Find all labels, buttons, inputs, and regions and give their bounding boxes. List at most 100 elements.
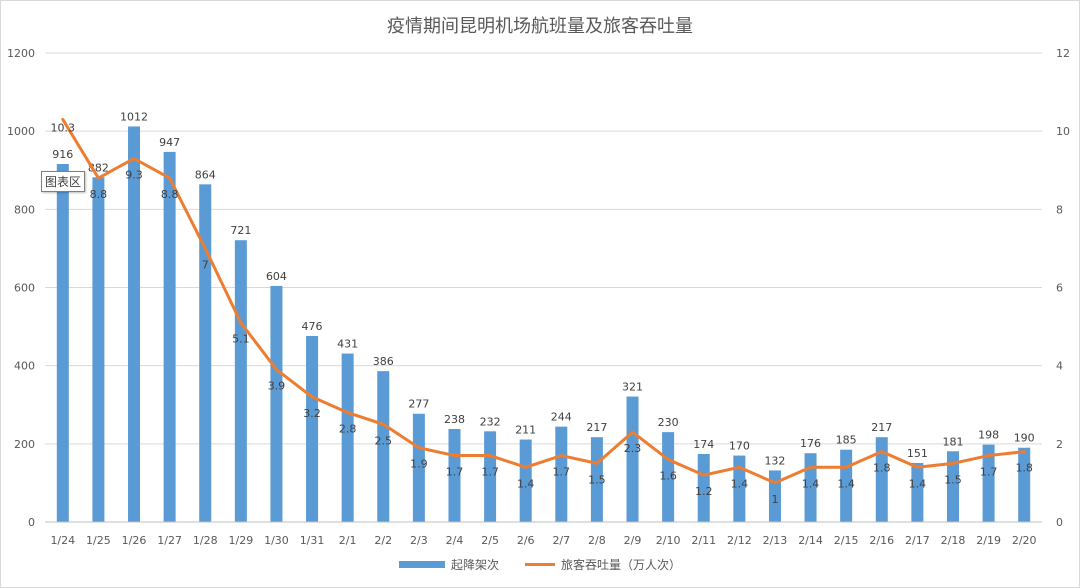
x-tick-label: 2/3: [410, 534, 428, 547]
x-tick-label: 2/1: [339, 534, 357, 547]
line-data-label: 2.5: [375, 434, 393, 447]
bar: [519, 439, 532, 522]
x-tick-label: 2/2: [374, 534, 392, 547]
bar: [484, 431, 497, 522]
bar-data-label: 916: [52, 148, 73, 161]
bar-data-label: 151: [907, 447, 928, 460]
x-tick-label: 1/31: [300, 534, 325, 547]
x-tick-label: 2/9: [624, 534, 642, 547]
y-right-tick-label: 2: [1056, 438, 1063, 451]
x-tick-label: 2/4: [446, 534, 464, 547]
y-left-tick-label: 1000: [7, 125, 35, 138]
bar-data-label: 232: [480, 415, 501, 428]
line-data-label: 8.8: [90, 188, 108, 201]
x-tick-label: 2/14: [798, 534, 823, 547]
bar-data-label: 217: [871, 421, 892, 434]
legend-label-bars: 起降架次: [450, 558, 499, 572]
bar-data-label: 230: [658, 416, 679, 429]
legend-item-line[interactable]: 旅客吞吐量（万人次）: [525, 556, 681, 573]
y-right-tick-label: 12: [1056, 47, 1070, 60]
bar: [875, 437, 888, 522]
x-tick-label: 1/24: [50, 534, 75, 547]
line-data-label: 1.4: [909, 477, 927, 490]
legend-swatch-bar: [398, 561, 445, 568]
x-tick-label: 2/18: [941, 534, 966, 547]
x-tick-label: 1/25: [86, 534, 111, 547]
bar: [412, 413, 425, 522]
bar-data-label: 604: [266, 270, 287, 283]
line-data-label: 1.5: [944, 473, 962, 486]
bar: [199, 184, 212, 522]
bar: [626, 396, 639, 522]
line-data-label: 1.7: [980, 466, 998, 479]
bar: [982, 444, 995, 522]
bar-data-label: 198: [978, 429, 999, 442]
bar-data-label: 244: [551, 411, 572, 424]
line-data-label: 3.2: [303, 407, 321, 420]
bar: [56, 163, 69, 522]
bar-data-label: 386: [373, 355, 394, 368]
bar-data-label: 1012: [120, 110, 148, 123]
line-data-label: 1.7: [553, 466, 571, 479]
line-data-label: 10.3: [51, 121, 76, 134]
x-tick-label: 1/28: [193, 534, 218, 547]
y-left-tick-label: 0: [28, 516, 35, 529]
y-right-tick-label: 8: [1056, 203, 1063, 216]
bar: [306, 335, 319, 522]
y-left-tick-label: 400: [14, 360, 35, 373]
x-tick-label: 2/11: [691, 534, 716, 547]
bar-data-label: 132: [764, 454, 785, 467]
bar-data-label: 190: [1014, 432, 1035, 445]
line-data-label: 1.6: [659, 469, 677, 482]
bar: [911, 462, 924, 522]
line-data-label: 1.8: [873, 462, 891, 475]
x-tick-label: 1/26: [122, 534, 147, 547]
line-data-label: 1.4: [731, 477, 749, 490]
bar-data-label: 211: [515, 424, 536, 437]
line-series-passengers: [61, 117, 1026, 485]
x-tick-label: 2/8: [588, 534, 606, 547]
bar-data-label: 721: [230, 224, 251, 237]
legend-item-bars[interactable]: 起降架次: [398, 556, 499, 573]
line-data-label: 2.3: [624, 442, 642, 455]
x-tick-label: 2/13: [763, 534, 788, 547]
bar: [234, 240, 247, 522]
line-data-label: 1.9: [410, 458, 428, 471]
bar-data-label: 174: [693, 438, 714, 451]
line-data-label: 1.7: [481, 466, 499, 479]
line-data-label: 1.4: [517, 477, 535, 490]
line-data-label: 7: [202, 258, 209, 271]
y-left-tick-label: 600: [14, 282, 35, 295]
bar: [590, 437, 603, 522]
x-tick-label: 2/6: [517, 534, 535, 547]
bar-data-label: 170: [729, 440, 750, 453]
line-data-label: 2.8: [339, 423, 357, 436]
x-tick-label: 1/27: [157, 534, 182, 547]
chart-title: 疫情期间昆明机场航班量及旅客吞吐量: [387, 16, 693, 37]
y-left-tick-label: 800: [14, 203, 35, 216]
bar: [377, 371, 390, 522]
x-tick-label: 2/10: [656, 534, 681, 547]
x-tick-label: 1/30: [264, 534, 289, 547]
x-tick-label: 1/29: [228, 534, 253, 547]
chart-area-tooltip: 图表区: [41, 171, 86, 192]
bar: [270, 285, 283, 522]
bar: [733, 455, 746, 522]
bar-data-label: 181: [942, 435, 963, 448]
legend: 起降架次 旅客吞吐量（万人次）: [0, 556, 1080, 573]
y-left-tick-label: 1200: [7, 47, 35, 60]
bar-data-label: 476: [302, 320, 323, 333]
x-tick-label: 2/5: [481, 534, 499, 547]
x-tick-label: 2/15: [834, 534, 859, 547]
bar: [448, 428, 461, 522]
y-left-tick-label: 200: [14, 438, 35, 451]
bar: [697, 453, 710, 522]
y-right-tick-label: 0: [1056, 516, 1063, 529]
x-tick-label: 2/17: [905, 534, 930, 547]
bar: [128, 126, 141, 522]
bar-data-label: 277: [408, 398, 429, 411]
y-right-tick-label: 10: [1056, 125, 1070, 138]
bar: [804, 453, 817, 522]
